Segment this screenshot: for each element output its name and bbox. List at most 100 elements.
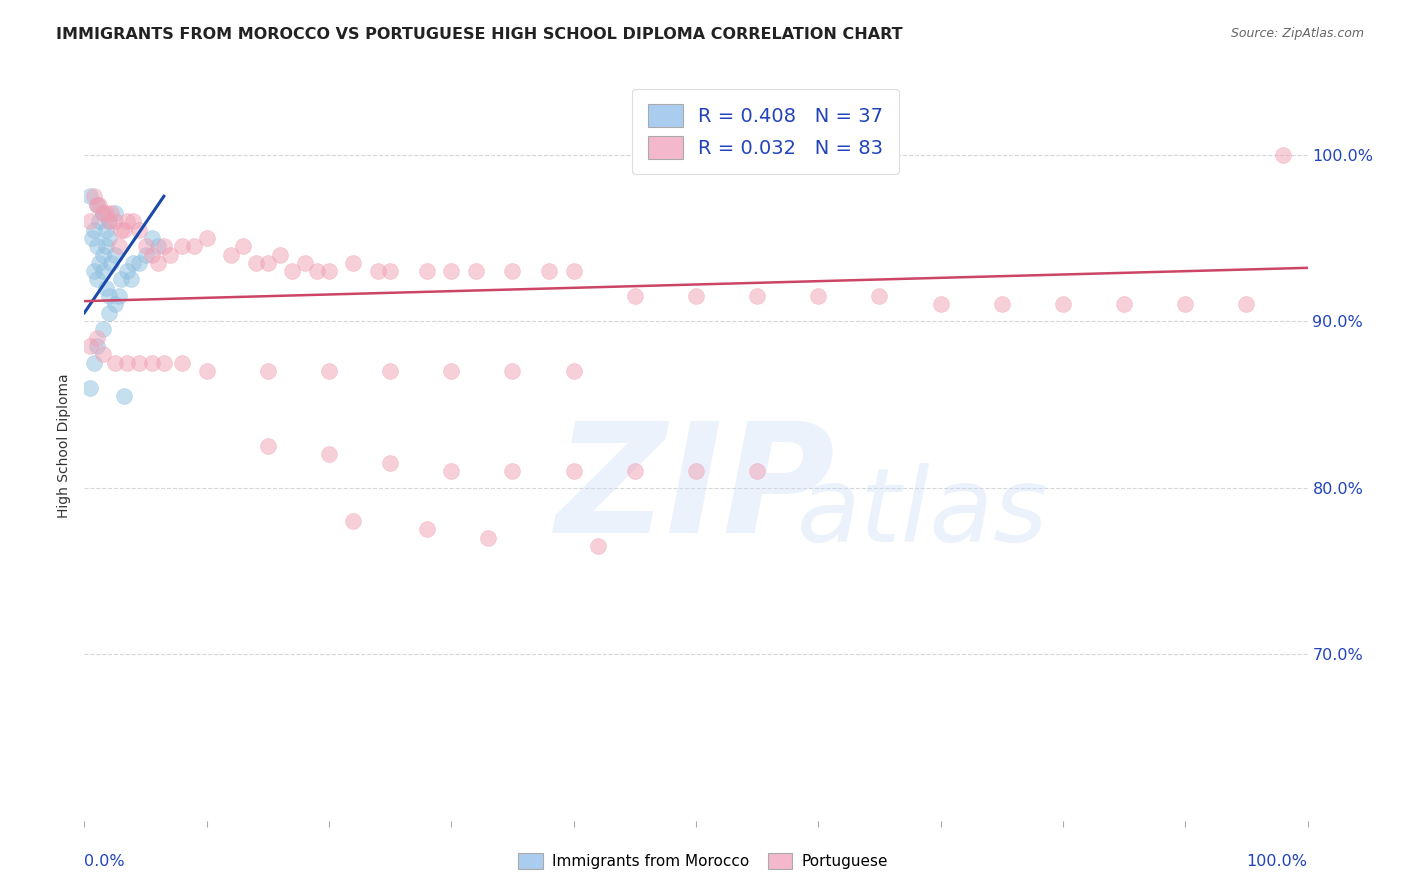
Text: Source: ZipAtlas.com: Source: ZipAtlas.com bbox=[1230, 27, 1364, 40]
Point bbox=[318, 447, 340, 461]
Point bbox=[991, 297, 1014, 311]
Point bbox=[502, 364, 524, 378]
Point bbox=[367, 264, 389, 278]
Point bbox=[86, 331, 108, 345]
Point bbox=[502, 264, 524, 278]
Point bbox=[112, 389, 135, 403]
Point bbox=[245, 256, 267, 270]
Point bbox=[79, 339, 101, 353]
Point bbox=[232, 239, 254, 253]
Point bbox=[122, 214, 145, 228]
Point bbox=[538, 264, 561, 278]
Point bbox=[86, 197, 108, 211]
Point bbox=[86, 272, 108, 286]
Point bbox=[146, 239, 169, 253]
Point bbox=[104, 206, 127, 220]
Point bbox=[128, 256, 150, 270]
Point bbox=[97, 306, 120, 320]
Point bbox=[1114, 297, 1136, 311]
Point bbox=[83, 189, 105, 203]
Point bbox=[159, 247, 181, 261]
Point bbox=[97, 231, 120, 245]
Point bbox=[115, 356, 138, 370]
Point bbox=[281, 264, 304, 278]
Point bbox=[104, 247, 127, 261]
Point bbox=[97, 289, 120, 303]
Point bbox=[318, 364, 340, 378]
Point bbox=[128, 222, 150, 236]
Point bbox=[107, 239, 129, 253]
Point bbox=[86, 239, 108, 253]
Point bbox=[747, 464, 769, 478]
Point bbox=[172, 356, 194, 370]
Text: IMMIGRANTS FROM MOROCCO VS PORTUGUESE HIGH SCHOOL DIPLOMA CORRELATION CHART: IMMIGRANTS FROM MOROCCO VS PORTUGUESE HI… bbox=[56, 27, 903, 42]
Point bbox=[87, 214, 110, 228]
Point bbox=[91, 247, 114, 261]
Point bbox=[502, 464, 524, 478]
Point bbox=[96, 222, 118, 236]
Point bbox=[869, 289, 891, 303]
Point bbox=[440, 364, 463, 378]
Point bbox=[115, 264, 138, 278]
Point bbox=[929, 297, 952, 311]
Point bbox=[464, 264, 486, 278]
Point bbox=[91, 347, 114, 361]
Point bbox=[97, 214, 120, 228]
Point bbox=[128, 356, 150, 370]
Point bbox=[80, 231, 103, 245]
Point bbox=[257, 364, 280, 378]
Point bbox=[83, 356, 105, 370]
Point bbox=[624, 464, 647, 478]
Point bbox=[380, 456, 402, 470]
Point bbox=[79, 381, 101, 395]
Point bbox=[416, 264, 439, 278]
Point bbox=[91, 206, 114, 220]
Point bbox=[107, 289, 129, 303]
Point bbox=[96, 206, 118, 220]
Point bbox=[195, 364, 218, 378]
Point bbox=[586, 539, 609, 553]
Point bbox=[120, 272, 142, 286]
Point bbox=[153, 356, 176, 370]
Point bbox=[624, 289, 647, 303]
Point bbox=[141, 356, 163, 370]
Point bbox=[96, 281, 118, 295]
Point bbox=[87, 256, 110, 270]
Point bbox=[91, 206, 114, 220]
Legend: R = 0.408   N = 37, R = 0.032   N = 83: R = 0.408 N = 37, R = 0.032 N = 83 bbox=[633, 88, 898, 174]
Point bbox=[110, 222, 132, 236]
Point bbox=[104, 297, 127, 311]
Point bbox=[100, 256, 122, 270]
Point bbox=[318, 264, 340, 278]
Point bbox=[747, 289, 769, 303]
Point bbox=[153, 239, 176, 253]
Legend: Immigrants from Morocco, Portuguese: Immigrants from Morocco, Portuguese bbox=[512, 847, 894, 875]
Point bbox=[83, 222, 105, 236]
Point bbox=[91, 322, 114, 336]
Point bbox=[305, 264, 328, 278]
Point bbox=[562, 264, 585, 278]
Text: 0.0%: 0.0% bbox=[84, 854, 125, 869]
Point bbox=[87, 197, 110, 211]
Point bbox=[562, 464, 585, 478]
Point bbox=[141, 247, 163, 261]
Point bbox=[97, 214, 120, 228]
Y-axis label: High School Diploma: High School Diploma bbox=[58, 374, 72, 518]
Text: 100.0%: 100.0% bbox=[1247, 854, 1308, 869]
Point bbox=[135, 247, 157, 261]
Point bbox=[86, 197, 108, 211]
Point bbox=[219, 247, 242, 261]
Point bbox=[440, 464, 463, 478]
Text: ZIP: ZIP bbox=[557, 417, 835, 566]
Point bbox=[96, 239, 118, 253]
Point bbox=[1174, 297, 1197, 311]
Point bbox=[141, 231, 163, 245]
Point bbox=[195, 231, 218, 245]
Point bbox=[83, 264, 105, 278]
Point bbox=[685, 289, 707, 303]
Point bbox=[91, 264, 114, 278]
Text: atlas: atlas bbox=[797, 464, 1047, 564]
Point bbox=[1272, 147, 1295, 161]
Point bbox=[104, 214, 127, 228]
Point bbox=[440, 264, 463, 278]
